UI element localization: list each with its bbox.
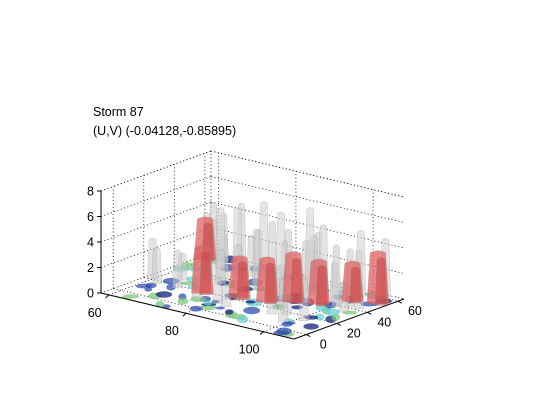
y-tick-label: 0 [320,338,327,352]
y-tick-mark [336,322,342,326]
storm-core-inner [349,266,362,304]
x-tick-mark [105,294,110,299]
y-tick-label: 20 [347,326,361,340]
y-tick-label: 60 [408,304,422,318]
storm-core-inner [374,257,388,306]
base-patch [314,313,325,321]
chart-subtitle: (U,V) (-0.04128,-0.85895) [93,124,237,138]
box-edge [210,150,405,198]
base-patch [245,300,256,304]
z-tick-label: 2 [87,261,94,275]
x-tick-mark [182,312,187,317]
storm-core-inner [290,257,303,304]
base-patch [225,309,234,315]
gridline-floor-y [113,288,307,335]
y-tick-mark [397,300,403,304]
z-tick-label: 8 [87,185,94,199]
base-patch [155,291,173,298]
z-tick-label: 6 [87,210,94,224]
storm-core-inner [315,264,329,307]
base-patch [145,282,157,289]
base-patch [281,321,293,327]
shell-column [151,247,163,284]
gridline-side-z [210,201,405,249]
x-tick-label: 60 [88,306,102,320]
box-edge [100,150,212,192]
x-tick-label: 100 [239,343,260,357]
gridline-back-z [100,176,212,217]
base-patch [237,315,249,324]
base-patch [144,287,153,292]
storm-core-inner [263,262,277,305]
y-axis-line [293,298,405,340]
storm-core-inner [199,251,212,296]
base-patch [303,323,319,330]
shell-column [331,244,342,308]
y-tick-mark [367,311,372,315]
z-tick-label: 0 [87,287,94,301]
base-patch [215,306,225,310]
gridline-back-z [100,201,212,243]
base-patch [204,300,213,306]
y-tick-label: 40 [377,315,391,329]
x-tick-mark [259,331,264,335]
x-tick-label: 80 [165,324,179,338]
shell-column [172,249,183,289]
base-patch [189,305,203,312]
base-patch [162,304,171,309]
shell-column [215,248,226,285]
base-patch [122,294,139,299]
storm-core-inner [236,261,249,301]
base-patch [243,306,261,315]
base-patch [155,300,165,307]
base-patch [177,297,189,305]
x-axis-line [100,292,295,340]
gridline-side-z [210,176,405,223]
chart-title: Storm 87 [93,105,144,119]
shell-column [212,277,224,304]
z-tick-label: 4 [87,236,94,250]
base-patch [324,308,341,316]
y-tick-mark [305,334,311,338]
storm-surface [122,201,392,337]
axis-ticks: 60 80 100 0 20 40 60 0 2 4 6 8 [87,185,422,357]
base-patch [276,327,292,336]
